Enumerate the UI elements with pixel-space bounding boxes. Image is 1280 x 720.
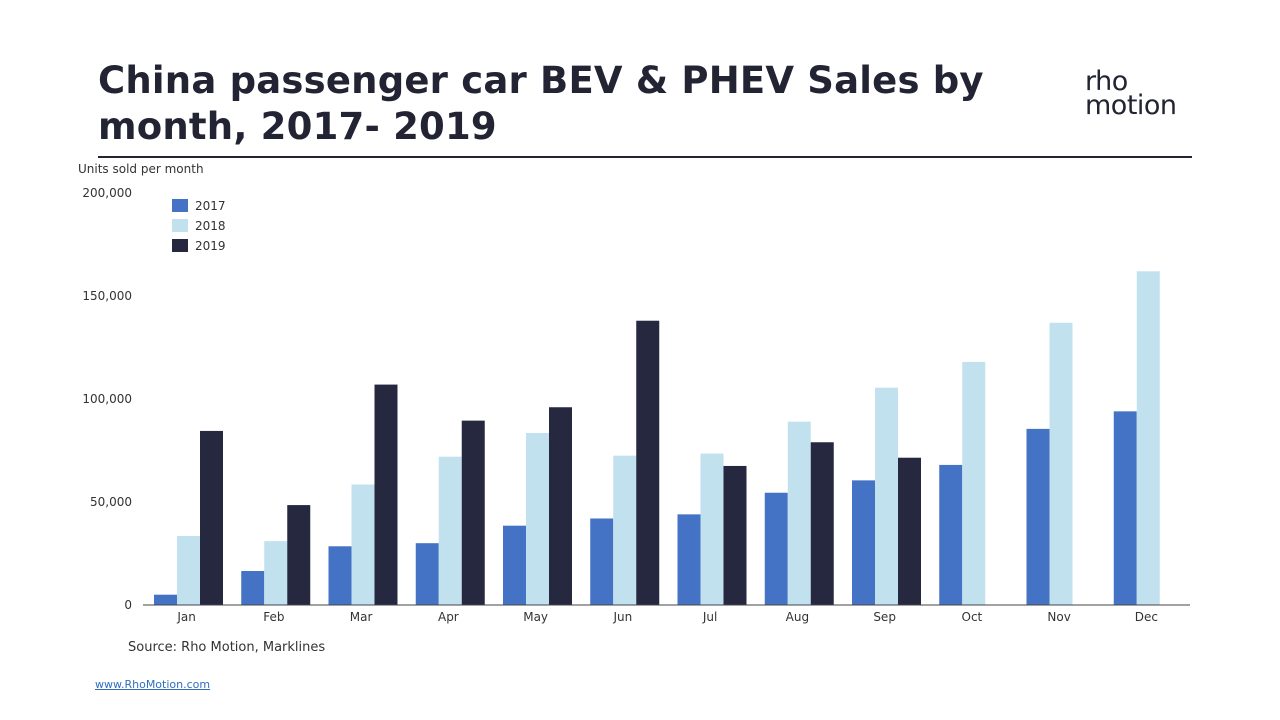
y-tick-label: 150,000: [82, 289, 132, 303]
x-axis-ticks: Jan Feb Mar Apr May Jun Jul Aug Sep Oct Nov Dec: [176, 610, 1158, 624]
x-tick-label: Jan: [176, 610, 196, 624]
bar-2017-nov: [1026, 428, 1050, 605]
bar-2018-dec: [1136, 271, 1160, 605]
bars: [154, 271, 1160, 605]
bar-2018-jun: [613, 455, 637, 605]
bar-2019-mar: [374, 384, 398, 605]
bar-2019-may: [549, 407, 572, 605]
x-tick-label: Nov: [1047, 610, 1070, 624]
y-tick-label: 0: [124, 598, 132, 612]
legend: 2017 2018 2019: [172, 199, 226, 253]
y-axis-ticks: 0 50,000 100,000 150,000 200,000: [82, 186, 132, 612]
bar-2019-jan: [200, 430, 223, 605]
bar-2019-jul: [723, 465, 747, 605]
bar-2018-aug: [787, 421, 811, 605]
x-tick-label: Aug: [786, 610, 809, 624]
bar-2018-may: [526, 432, 549, 605]
bar-2017-feb: [241, 571, 265, 605]
source-note: Source: Rho Motion, Marklines: [128, 640, 326, 655]
legend-label-2019: 2019: [195, 239, 226, 253]
bar-2017-jun: [590, 518, 614, 605]
y-tick-label: 50,000: [90, 495, 132, 509]
bar-2017-aug: [764, 492, 788, 605]
x-tick-label: Sep: [873, 610, 896, 624]
bar-2018-oct: [962, 361, 986, 605]
bar-2017-apr: [415, 543, 439, 605]
x-tick-label: Apr: [438, 610, 459, 624]
bar-2018-apr: [438, 456, 462, 605]
bar-2018-jan: [177, 535, 200, 605]
bar-2019-feb: [287, 505, 311, 605]
y-axis-label: Units sold per month: [78, 162, 204, 176]
bar-2017-oct: [939, 464, 963, 605]
bar-2019-apr: [461, 420, 485, 605]
x-tick-label: May: [523, 610, 548, 624]
bar-2017-jul: [677, 514, 701, 605]
bar-2019-aug: [810, 442, 834, 605]
x-tick-label: Jun: [613, 610, 633, 624]
title-divider: [98, 156, 1192, 158]
x-tick-label: Mar: [350, 610, 373, 624]
logo-line-2: motion: [1085, 90, 1177, 121]
legend-swatch-2019: [172, 239, 188, 252]
chart-title: China passenger car BEV & PHEV Sales by …: [98, 59, 984, 148]
y-tick-label: 200,000: [82, 186, 132, 200]
bar-2019-sep: [898, 457, 921, 605]
legend-label-2017: 2017: [195, 199, 226, 213]
bar-2017-dec: [1113, 411, 1137, 605]
bar-2017-jan: [154, 594, 177, 605]
bar-2018-mar: [351, 484, 375, 605]
bar-2017-mar: [328, 546, 352, 605]
x-tick-label: Feb: [263, 610, 284, 624]
website-link[interactable]: www.RhoMotion.com: [95, 678, 211, 691]
bar-2018-jul: [700, 453, 724, 605]
x-tick-label: Jul: [702, 610, 717, 624]
legend-label-2018: 2018: [195, 219, 226, 233]
bar-2018-nov: [1049, 322, 1073, 605]
bar-2017-sep: [852, 480, 875, 605]
legend-swatch-2017: [172, 199, 188, 212]
y-tick-label: 100,000: [82, 392, 132, 406]
bar-2019-jun: [636, 320, 660, 605]
x-tick-label: Dec: [1135, 610, 1158, 624]
bar-2017-may: [503, 525, 526, 605]
bar-2018-feb: [264, 541, 288, 605]
rho-motion-logo: rho motion: [1085, 66, 1195, 121]
logo-line-1: rho: [1085, 66, 1128, 97]
bar-2018-sep: [875, 387, 898, 605]
legend-swatch-2018: [172, 219, 188, 232]
x-tick-label: Oct: [962, 610, 983, 624]
